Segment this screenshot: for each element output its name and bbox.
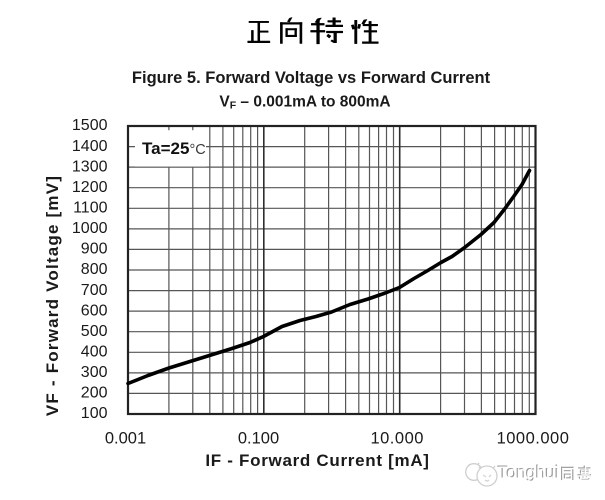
svg-text:VF – 0.001mA to 800mA: VF – 0.001mA to 800mA [219,93,390,111]
svg-text:400: 400 [81,344,108,361]
svg-text:0.001: 0.001 [105,430,146,448]
svg-text:Tonghui: Tonghui [497,462,558,482]
svg-text:0.100: 0.100 [238,430,279,448]
svg-text:300: 300 [81,364,108,381]
svg-text:1000.000: 1000.000 [497,430,570,448]
svg-text:1300: 1300 [72,158,108,175]
svg-text:10.000: 10.000 [370,430,423,448]
svg-text:VF - Forward Voltage [mV]: VF - Forward Voltage [mV] [43,175,62,416]
svg-text:1500: 1500 [72,117,108,134]
svg-text:Ta=25: Ta=25 [142,139,189,158]
svg-text:700: 700 [81,282,108,299]
svg-text:IF - Forward Current [mA]: IF - Forward Current [mA] [205,451,429,470]
svg-text:1100: 1100 [73,200,108,217]
svg-text:100: 100 [81,405,108,422]
svg-text:1200: 1200 [72,179,108,196]
svg-text:Figure 5. Forward Voltage vs F: Figure 5. Forward Voltage vs Forward Cur… [132,69,491,87]
svg-text:500: 500 [81,323,108,340]
svg-text:1400: 1400 [72,138,108,155]
svg-text:200: 200 [81,385,108,402]
svg-text:1000: 1000 [72,220,108,237]
svg-text:800: 800 [81,261,108,278]
svg-text:900: 900 [81,241,108,258]
svg-text:Tonghui: Tonghui [498,463,559,483]
svg-text:°C: °C [190,142,206,158]
svg-text:600: 600 [81,302,108,319]
